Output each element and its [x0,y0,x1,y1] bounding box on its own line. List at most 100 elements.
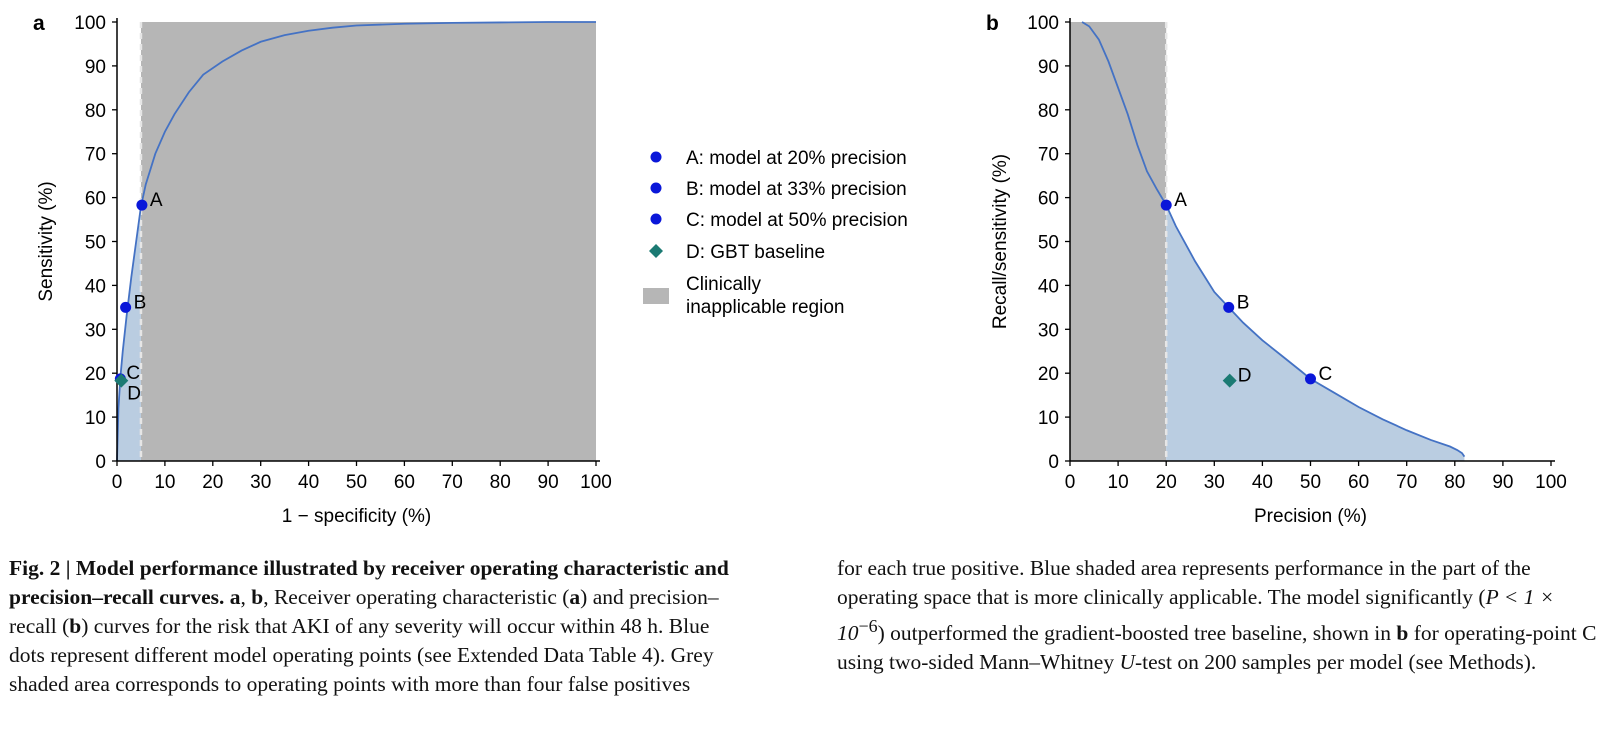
caption-p-exponent: −6 [858,616,878,636]
y-tick-label: 30 [85,320,106,341]
caption-text-3: ) curves for the risk that AKI of any se… [9,614,714,696]
caption-text-5: ) outperformed the gradient-boosted tree… [877,621,1397,646]
caption-panel-b: b [251,585,264,609]
caption-fig-label: Fig. 2 | [9,556,76,580]
x-tick-label: 30 [1204,472,1225,493]
y-tick-label: 100 [74,13,106,34]
caption-u-italic: U [1119,650,1135,675]
y-tick-label: 30 [1038,320,1059,341]
operating-point-a [1160,199,1172,211]
y-tick-label: 20 [1038,364,1059,385]
y-tick-label: 90 [85,57,106,78]
operating-point-c [1305,373,1316,385]
clinically-applicable-area [117,206,141,461]
y-tick-label: 10 [85,408,106,429]
y-tick-label: 40 [1038,276,1059,297]
x-tick-label: 90 [538,472,559,493]
x-tick-label: 0 [1065,472,1076,493]
operating-point-b [120,301,132,313]
caption-ref-b2: b [1396,621,1409,646]
caption-ref-b: b [69,614,82,638]
caption-text-1: , Receiver operating characteristic ( [263,585,570,609]
legend-marker-dot [650,213,662,225]
y-tick-label: 50 [1038,233,1059,254]
caption-text-7: -test on 200 samples per model (see Meth… [1134,650,1537,675]
legend-label-line1: Clinically [686,274,761,295]
x-tick-label: 80 [1444,472,1465,493]
y-axis-label: Sensitivity (%) [36,181,57,301]
y-tick-label: 60 [1038,189,1059,210]
roc-chart: 0 10 20 30 40 50 60 70 80 90 100 0 10 20 30 40 50 60 70 80 9… [33,12,612,527]
y-tick-label: 50 [85,233,106,254]
caption-title: Model performance illustrated by receive… [9,556,729,609]
legend-label: D: GBT baseline [686,242,825,263]
operating-point-d [1222,373,1237,388]
point-label-d: D [127,384,141,405]
x-tick-label: 60 [1348,472,1369,493]
y-tick-label: 70 [1038,145,1059,166]
point-label-c: C [1319,364,1333,385]
clinically-applicable-area [1166,205,1465,461]
point-label-b: B [1237,292,1250,313]
legend-marker-grey-box [643,288,669,304]
y-tick-label: 0 [1048,452,1059,473]
operating-point-d [114,373,129,388]
clinically-inapplicable-region [1070,22,1167,461]
caption-column-2: for each true positive. Blue shaded area… [837,554,1607,677]
legend-marker-dot [650,151,662,163]
precision-recall-chart: 0 10 20 30 40 50 60 70 80 90 100 0 10 20 30 40 50 60 70 80 9… [986,12,1567,527]
clinically-inapplicable-region [140,22,596,461]
legend-label-line2: inapplicable region [686,297,844,318]
x-axis-label: Precision (%) [1254,506,1367,527]
caption-panel-a: a [229,585,241,609]
panel-letter: b [986,12,999,35]
legend: A: model at 20% precision B: model at 33%… [643,148,908,318]
pr-curve [1081,21,1466,458]
point-label-a: A [150,190,163,211]
point-label-d: D [1238,366,1252,387]
y-tick-label: 10 [1038,408,1059,429]
caption-text-2: ) and precision–recall ( [9,585,719,638]
x-tick-label: 50 [1300,472,1321,493]
y-tick-label: 0 [95,452,106,473]
caption-comma: , [240,585,252,609]
x-tick-label: 10 [1108,472,1129,493]
x-tick-label: 60 [394,472,415,493]
x-tick-label: 90 [1492,472,1513,493]
x-axis-label: 1 − specificity (%) [282,506,431,527]
caption-text-6: for operating-point C using two-sided Ma… [837,621,1597,675]
point-label-a: A [1174,190,1187,211]
y-tick-label: 40 [85,276,106,297]
y-tick-label: 100 [1027,13,1059,34]
caption-text-4: for each true positive. Blue shaded area… [837,556,1531,609]
x-tick-label: 70 [442,472,463,493]
y-tick-label: 90 [1038,57,1059,78]
legend-label: B: model at 33% precision [686,179,907,200]
x-tick-label: 20 [1156,472,1177,493]
panel-letter: a [33,12,45,35]
legend-marker-diamond [649,244,663,258]
point-label-b: B [134,292,147,313]
x-tick-label: 20 [202,472,223,493]
x-tick-label: 40 [1252,472,1273,493]
legend-marker-dot [650,182,662,194]
caption-column-1: Fig. 2 | Model performance illustrated b… [9,554,749,699]
x-tick-label: 0 [112,472,123,493]
point-label-c: C [126,363,140,384]
y-tick-label: 80 [1038,101,1059,122]
y-tick-label: 70 [85,145,106,166]
y-tick-label: 20 [85,364,106,385]
caption-p-value: P < 1 × 10 [837,585,1555,646]
x-tick-label: 50 [346,472,367,493]
operating-point-b [1223,301,1235,313]
legend-label: A: model at 20% precision [686,148,907,169]
x-tick-label: 100 [580,472,612,493]
x-tick-label: 40 [298,472,319,493]
x-tick-label: 30 [250,472,271,493]
x-tick-label: 10 [154,472,175,493]
x-tick-label: 100 [1535,472,1567,493]
figure-2: 0 10 20 30 40 50 60 70 80 90 100010203040506070809… [33,12,1567,527]
caption-ref-a: a [569,585,581,609]
operating-point-a [136,199,148,211]
y-axis-label: Recall/sensitivity (%) [990,154,1011,329]
